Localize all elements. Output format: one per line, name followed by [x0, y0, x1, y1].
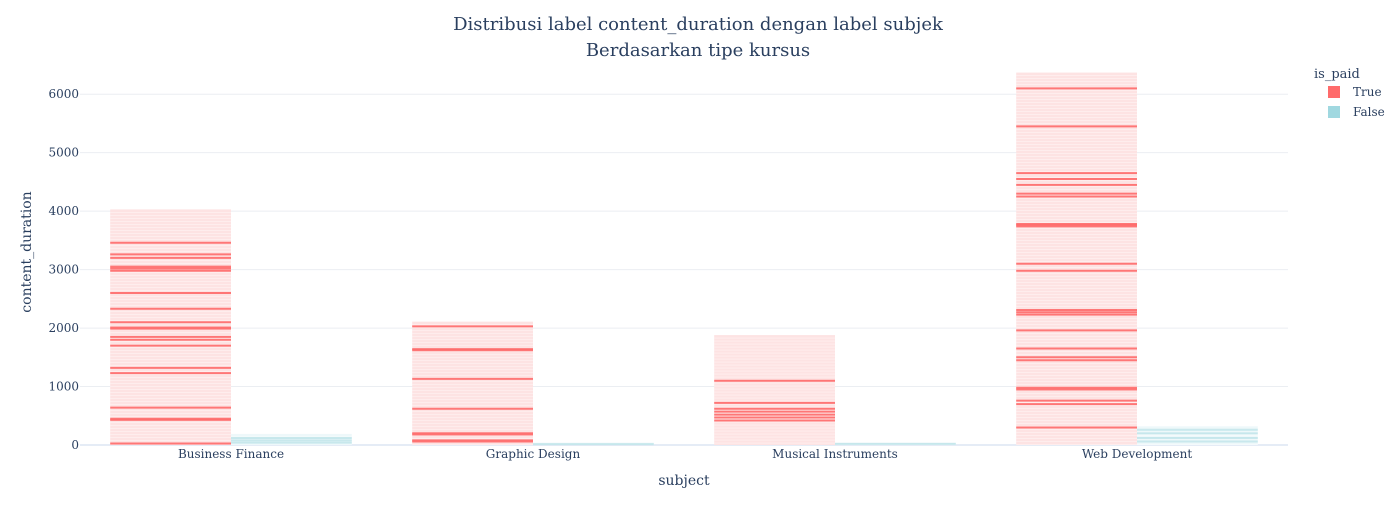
bar-false-web-development[interactable]: [1137, 426, 1258, 445]
legend-swatch-false[interactable]: [1328, 106, 1340, 118]
chart-title: Distribusi label content_duration dengan…: [453, 14, 944, 35]
y-tick-label: 0: [71, 438, 79, 452]
y-axis-title: content_duration: [19, 191, 35, 312]
legend-title: is_paid: [1314, 67, 1360, 82]
y-tick-label: 3000: [48, 263, 79, 277]
bar-true-musical-instruments[interactable]: [714, 335, 835, 445]
y-tick-label: 5000: [48, 146, 79, 160]
bars: [110, 72, 1258, 446]
legend-label-false[interactable]: False: [1353, 105, 1385, 119]
y-tick-label: 4000: [48, 204, 79, 218]
legend[interactable]: is_paid True False: [1314, 67, 1385, 119]
legend-label-true[interactable]: True: [1353, 85, 1382, 99]
x-axis-title: subject: [658, 473, 710, 489]
legend-swatch-true[interactable]: [1328, 86, 1340, 98]
y-tick-label: 6000: [48, 87, 79, 101]
x-tick-label: Graphic Design: [486, 447, 581, 461]
x-tick-label: Business Finance: [178, 447, 284, 461]
chart-subtitle: Berdasarkan tipe kursus: [586, 40, 810, 61]
x-tick-label: Musical Instruments: [772, 447, 898, 461]
y-tick-label: 1000: [48, 380, 79, 394]
tick-labels: 0 1000 2000 3000 4000 5000 6000 Business Financ…: [48, 87, 1192, 461]
bar-true-graphic-design[interactable]: [412, 321, 533, 445]
x-tick-label: Web Development: [1082, 447, 1193, 461]
y-tick-label: 2000: [48, 321, 79, 335]
